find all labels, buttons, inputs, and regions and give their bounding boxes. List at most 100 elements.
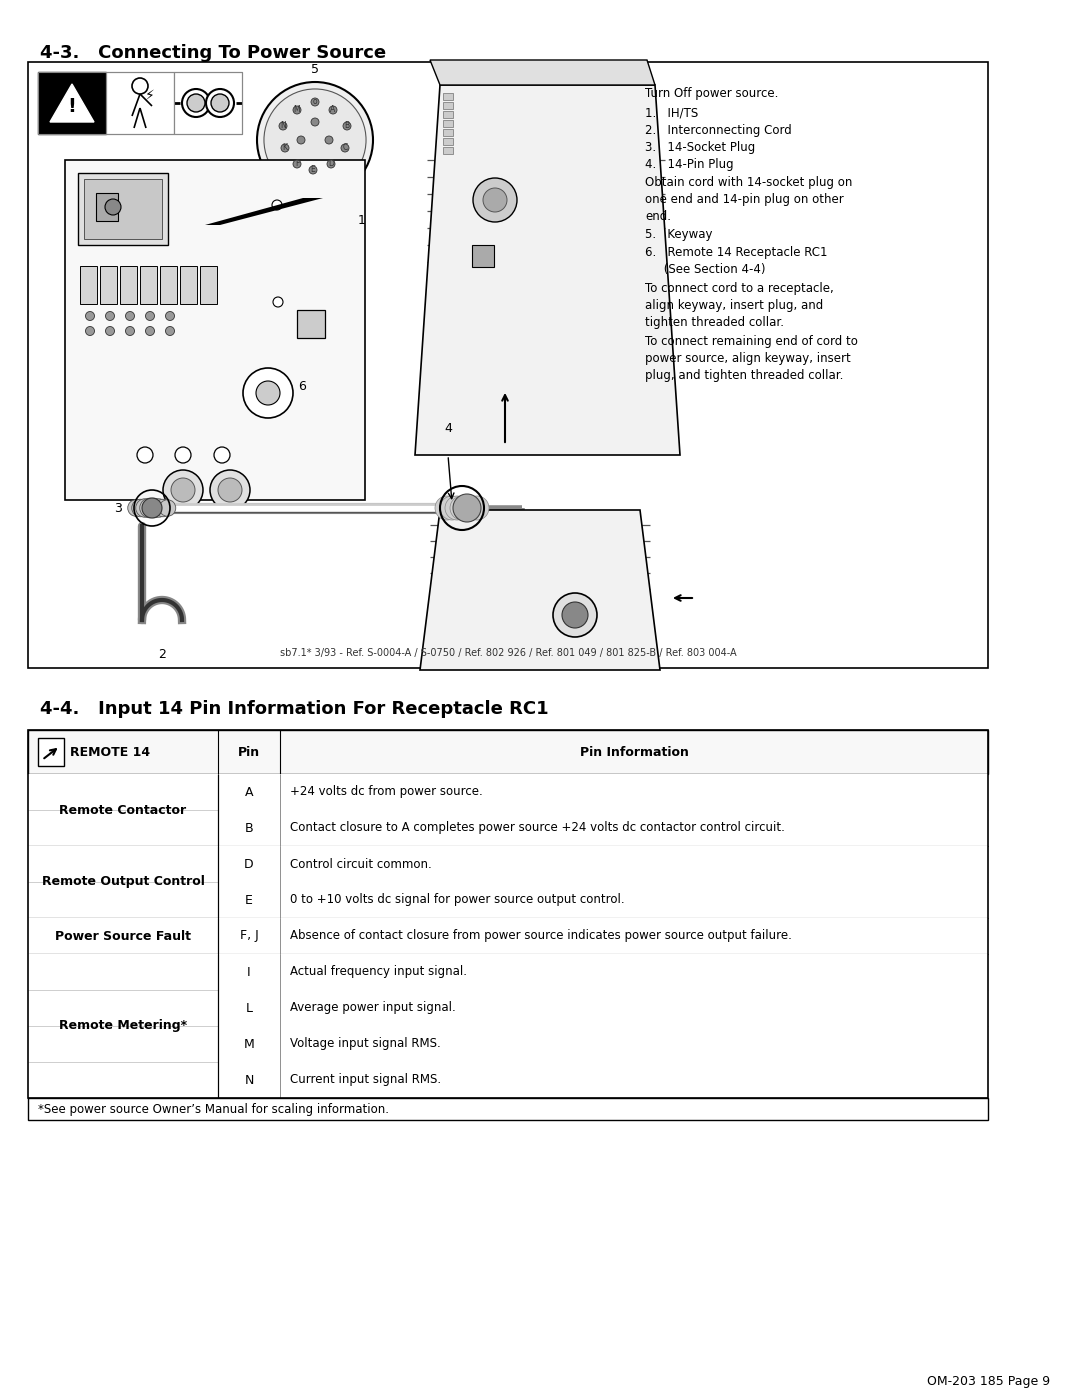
Polygon shape bbox=[420, 510, 660, 671]
Circle shape bbox=[183, 89, 210, 117]
Circle shape bbox=[145, 499, 164, 518]
Text: 4.   14-Pin Plug: 4. 14-Pin Plug bbox=[645, 158, 733, 170]
Text: Obtain cord with 14-socket plug on
one end and 14-pin plug on other
end.: Obtain cord with 14-socket plug on one e… bbox=[645, 176, 852, 224]
Circle shape bbox=[460, 496, 484, 520]
Bar bbox=[84, 179, 162, 239]
Text: C: C bbox=[342, 144, 348, 152]
Polygon shape bbox=[205, 198, 323, 225]
Text: Absence of contact closure from power source indicates power source output failu: Absence of contact closure from power so… bbox=[291, 929, 792, 943]
Text: A: A bbox=[245, 785, 253, 799]
Bar bbox=[120, 265, 137, 305]
Text: ⚡: ⚡ bbox=[145, 89, 154, 103]
Circle shape bbox=[435, 496, 459, 520]
Circle shape bbox=[146, 327, 154, 335]
Bar bbox=[218, 847, 988, 882]
Circle shape bbox=[455, 496, 480, 520]
Bar bbox=[28, 954, 218, 1098]
Circle shape bbox=[293, 106, 301, 115]
Circle shape bbox=[106, 327, 114, 335]
Circle shape bbox=[163, 469, 203, 510]
Circle shape bbox=[264, 89, 366, 191]
Circle shape bbox=[450, 496, 474, 520]
Circle shape bbox=[272, 200, 282, 210]
Bar bbox=[218, 1062, 988, 1098]
Text: Pin Information: Pin Information bbox=[580, 746, 688, 759]
Bar bbox=[472, 244, 494, 267]
Text: 3: 3 bbox=[114, 502, 122, 514]
Text: E: E bbox=[245, 894, 253, 907]
Bar bbox=[443, 147, 453, 154]
Text: 5.   Keyway: 5. Keyway bbox=[645, 228, 713, 242]
Circle shape bbox=[171, 478, 195, 502]
Text: 4-4.   Input 14 Pin Information For Receptacle RC1: 4-4. Input 14 Pin Information For Recept… bbox=[40, 700, 549, 718]
Circle shape bbox=[85, 327, 95, 335]
Bar bbox=[297, 310, 325, 338]
Bar bbox=[200, 265, 217, 305]
Text: M: M bbox=[244, 1038, 255, 1051]
Bar bbox=[218, 774, 988, 810]
Circle shape bbox=[311, 117, 319, 126]
Text: To connect cord to a receptacle,
align keyway, insert plug, and
tighten threaded: To connect cord to a receptacle, align k… bbox=[645, 282, 834, 330]
Bar bbox=[28, 1098, 988, 1120]
Text: D: D bbox=[244, 858, 254, 870]
Text: 2.   Interconnecting Cord: 2. Interconnecting Cord bbox=[645, 124, 792, 137]
Circle shape bbox=[165, 312, 175, 320]
Circle shape bbox=[325, 136, 333, 144]
Text: I: I bbox=[247, 965, 251, 978]
Circle shape bbox=[106, 312, 114, 320]
Bar bbox=[80, 265, 97, 305]
Text: E: E bbox=[311, 165, 315, 175]
Circle shape bbox=[187, 94, 205, 112]
Text: B: B bbox=[345, 122, 350, 130]
Text: Remote Metering*: Remote Metering* bbox=[59, 1020, 187, 1032]
Bar bbox=[160, 265, 177, 305]
Bar bbox=[28, 61, 988, 668]
Circle shape bbox=[132, 499, 149, 517]
Text: Pin: Pin bbox=[238, 746, 260, 759]
Bar bbox=[443, 120, 453, 127]
Circle shape bbox=[210, 469, 249, 510]
Text: sb7.1* 3/93 - Ref. S-0004-A / S-0750 / Ref. 802 926 / Ref. 801 049 / 801 825-B /: sb7.1* 3/93 - Ref. S-0004-A / S-0750 / R… bbox=[280, 648, 737, 658]
Text: Remote Output Control: Remote Output Control bbox=[41, 876, 204, 888]
Bar bbox=[218, 810, 988, 847]
Text: 4-3.   Connecting To Power Source: 4-3. Connecting To Power Source bbox=[40, 43, 387, 61]
Text: REMOTE 14: REMOTE 14 bbox=[70, 746, 150, 759]
Circle shape bbox=[175, 447, 191, 462]
Circle shape bbox=[256, 381, 280, 405]
Bar bbox=[218, 954, 988, 990]
Circle shape bbox=[445, 496, 469, 520]
Bar bbox=[78, 173, 168, 244]
Text: Average power input signal.: Average power input signal. bbox=[291, 1002, 456, 1014]
Circle shape bbox=[141, 497, 162, 518]
Circle shape bbox=[329, 106, 337, 115]
Polygon shape bbox=[415, 85, 680, 455]
Text: B: B bbox=[245, 821, 254, 834]
Text: F: F bbox=[295, 159, 299, 169]
Text: 6: 6 bbox=[298, 380, 306, 394]
Text: 5: 5 bbox=[311, 63, 319, 75]
Bar bbox=[443, 138, 453, 145]
Circle shape bbox=[465, 496, 489, 520]
Text: 4: 4 bbox=[444, 422, 451, 434]
Polygon shape bbox=[430, 60, 654, 85]
Bar bbox=[28, 918, 218, 954]
Circle shape bbox=[562, 602, 588, 629]
Text: Voltage input signal RMS.: Voltage input signal RMS. bbox=[291, 1038, 441, 1051]
Bar bbox=[218, 918, 988, 954]
Bar bbox=[38, 73, 106, 134]
Bar bbox=[106, 73, 174, 134]
Bar bbox=[218, 990, 988, 1025]
Circle shape bbox=[553, 592, 597, 637]
Circle shape bbox=[341, 144, 349, 152]
Text: L: L bbox=[245, 1002, 253, 1014]
Bar bbox=[443, 102, 453, 109]
Bar bbox=[28, 731, 988, 1098]
Text: OM-203 185 Page 9: OM-203 185 Page 9 bbox=[927, 1375, 1050, 1389]
Text: Turn Off power source.: Turn Off power source. bbox=[645, 87, 779, 101]
Circle shape bbox=[136, 499, 154, 517]
Text: Control circuit common.: Control circuit common. bbox=[291, 858, 432, 870]
Text: o: o bbox=[313, 98, 318, 106]
Text: F, J: F, J bbox=[240, 929, 258, 943]
Bar bbox=[443, 110, 453, 117]
Text: 1.   IH/TS: 1. IH/TS bbox=[645, 108, 699, 120]
